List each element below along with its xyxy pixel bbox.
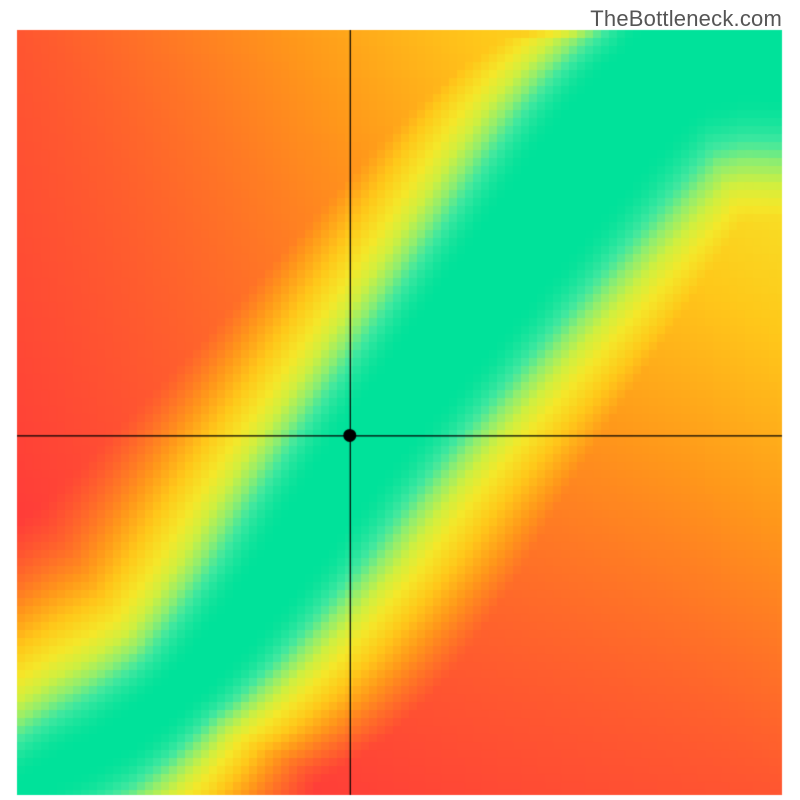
figure-container: TheBottleneck.com [0, 0, 800, 800]
watermark-text: TheBottleneck.com [590, 6, 782, 32]
heatmap-canvas [0, 0, 800, 800]
